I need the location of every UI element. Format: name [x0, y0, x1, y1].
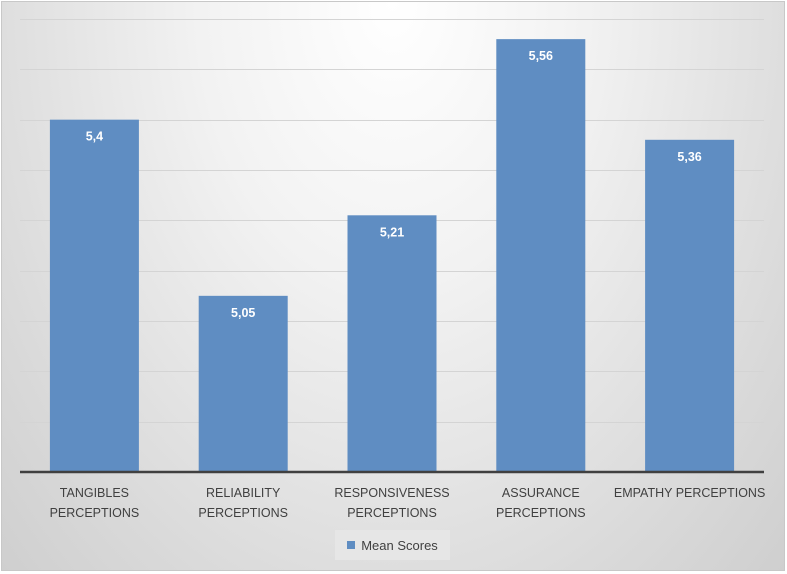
legend-swatch [347, 541, 356, 549]
bar [49, 119, 139, 473]
bar [496, 39, 586, 473]
category-label: PERCEPTIONS [347, 506, 437, 520]
data-label: 5,4 [86, 130, 103, 144]
category-label: PERCEPTIONS [50, 506, 140, 520]
data-label: 5,21 [380, 225, 404, 239]
legend: Mean Scores [335, 530, 450, 560]
category-label: RELIABILITY [206, 486, 281, 500]
bar [198, 295, 288, 472]
bar [347, 215, 437, 473]
legend-label: Mean Scores [361, 537, 438, 553]
category-label: ASSURANCE [502, 486, 580, 500]
category-label: TANGIBLES [60, 486, 129, 500]
category-label: RESPONSIVENESS [334, 486, 449, 500]
data-label: 5,56 [529, 49, 553, 63]
category-label: PERCEPTIONS [198, 506, 288, 520]
bar [645, 139, 735, 473]
category-label: EMPATHY PERCEPTIONS [614, 486, 765, 500]
data-label: 5,36 [677, 150, 701, 164]
data-label: 5,05 [231, 306, 255, 320]
category-label: PERCEPTIONS [496, 506, 586, 520]
